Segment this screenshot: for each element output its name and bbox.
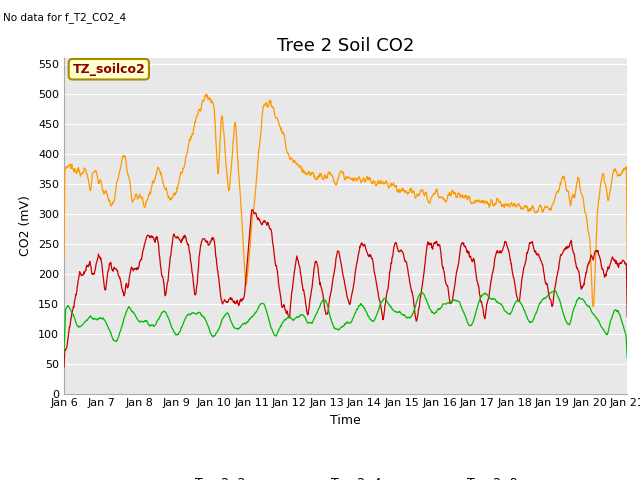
Text: No data for f_T2_CO2_4: No data for f_T2_CO2_4 xyxy=(3,12,126,23)
Title: Tree 2 Soil CO2: Tree 2 Soil CO2 xyxy=(277,36,414,55)
Y-axis label: CO2 (mV): CO2 (mV) xyxy=(19,195,33,256)
Text: TZ_soilco2: TZ_soilco2 xyxy=(72,63,145,76)
Legend: Tree2 -2cm, Tree2 -4cm, Tree2 -8cm: Tree2 -2cm, Tree2 -4cm, Tree2 -8cm xyxy=(149,472,542,480)
X-axis label: Time: Time xyxy=(330,414,361,427)
